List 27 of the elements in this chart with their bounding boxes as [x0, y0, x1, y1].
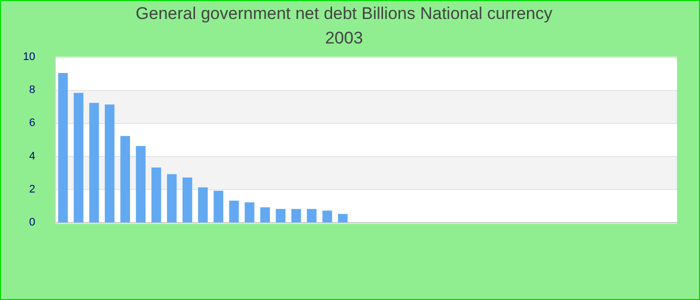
bar — [260, 207, 270, 223]
bar — [306, 208, 317, 223]
bar — [291, 208, 301, 223]
bar — [244, 202, 254, 223]
bar — [214, 190, 224, 223]
chart-subtitle: 2003 — [325, 28, 363, 48]
bar — [151, 168, 162, 223]
chart-title: General government net debt Billions National currency — [136, 4, 553, 23]
bar — [136, 146, 146, 223]
y-tick-label: 10 — [22, 50, 36, 63]
y-tick-label: 0 — [29, 216, 36, 229]
y-tick-label: 4 — [29, 150, 36, 162]
bar — [229, 200, 239, 223]
bar — [276, 208, 286, 223]
bar — [182, 177, 192, 223]
bar — [74, 92, 84, 223]
y-tick-label: 6 — [29, 117, 36, 130]
bar — [104, 104, 114, 223]
y-tick-label: 8 — [29, 84, 36, 96]
bar — [322, 210, 332, 223]
bar — [120, 136, 130, 223]
y-tick-label: 2 — [29, 183, 36, 196]
bar — [58, 73, 68, 223]
bar — [166, 174, 177, 223]
bar — [89, 102, 99, 223]
bar — [338, 214, 348, 223]
bar — [198, 187, 208, 223]
